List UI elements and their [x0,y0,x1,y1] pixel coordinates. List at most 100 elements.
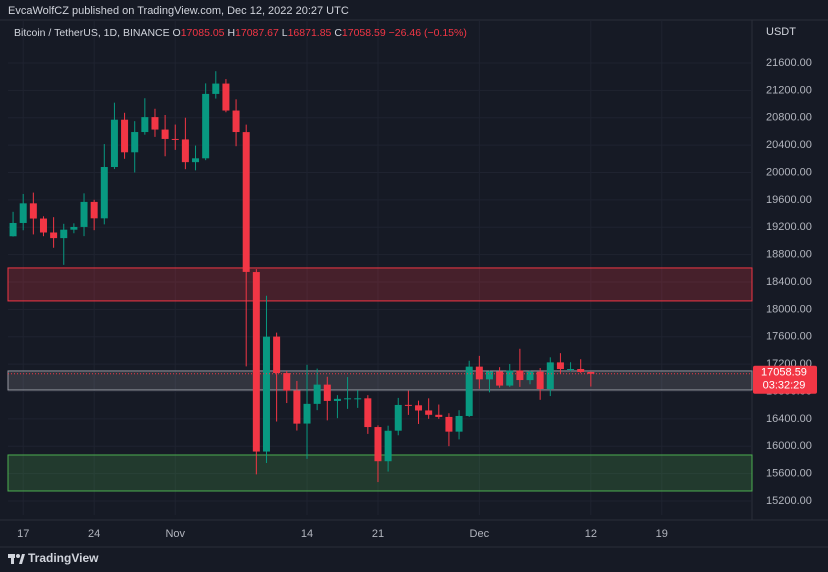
candle-body [141,117,149,133]
ohlc-value: 17058.59 [342,27,386,39]
candle-body [404,404,412,406]
y-tick-label: 19600.00 [766,194,812,206]
candle-body [60,229,68,239]
candle-body [425,410,433,415]
x-tick-label: 17 [17,528,29,540]
y-tick-label: 21600.00 [766,57,812,69]
y-tick-label: 16000.00 [766,440,812,452]
candle-body [273,336,281,373]
zone [7,267,753,302]
candle-body [485,371,493,380]
candle-body [222,83,230,111]
candle-body [131,132,139,153]
candle-body [394,404,402,431]
y-tick-label: 20400.00 [766,139,812,151]
candle-body [323,384,331,401]
symbol-legend: Bitcoin / TetherUS, 1D, BINANCE O17085.0… [14,27,467,39]
x-tick-label: 19 [656,528,668,540]
x-tick-label: 21 [372,528,384,540]
candle-body [181,139,189,163]
logo-part [11,554,14,564]
candle-body [80,201,88,227]
candle-body [526,371,534,381]
candle-body [415,405,423,411]
candle-body [29,203,37,219]
last-price-box [753,365,817,394]
candle-body [19,203,27,223]
candle-body [262,336,270,452]
ohlc-key: C [334,27,342,39]
candle-body [110,119,118,168]
candle-body [455,415,463,432]
candle-body [212,83,220,94]
candle-body [344,398,352,400]
candle-body [333,398,341,401]
candle-body [465,366,473,416]
candle-body [496,371,504,386]
x-tick-label: 12 [585,528,597,540]
candle-body [90,201,98,219]
x-tick-label: 14 [301,528,313,540]
y-tick-label: 15600.00 [766,468,812,480]
candle-body [536,371,544,390]
candle-body [70,226,78,230]
x-tick-label: Dec [470,528,490,540]
y-tick-label: 20800.00 [766,112,812,124]
candle-body [364,398,372,428]
logo-part [19,554,25,564]
candle-body [39,218,47,233]
y-tick-label: 17600.00 [766,331,812,343]
candle-body [151,117,159,130]
candle-body [232,110,240,133]
y-tick-label: 20000.00 [766,166,812,178]
candle-body [171,138,179,140]
candle-body [252,272,260,452]
candle-body [546,362,554,390]
y-tick-label: 18400.00 [766,276,812,288]
change: −26.46 (−0.15%) [389,27,467,39]
x-tick-label: Nov [165,528,185,540]
ohlc-value: 17085.05 [181,27,225,39]
candle-body [202,93,210,159]
candle-body [506,370,514,386]
symbol: Bitcoin / TetherUS, 1D, BINANCE [14,27,170,39]
candle-body [384,430,392,462]
candle-body [50,232,58,239]
candle-body [354,398,362,400]
y-tick-label: 18800.00 [766,249,812,261]
ohlc-value: 16871.85 [288,27,332,39]
candle-body [475,366,483,380]
candle-body [567,369,575,371]
candle-body [161,129,169,139]
candle-body [283,373,291,391]
logo-part [16,554,20,558]
candle-body [435,414,443,417]
y-tick-label: 16400.00 [766,413,812,425]
last-price-label: 17058.59 [761,367,807,379]
candle-body [313,384,321,404]
candle-body [374,427,382,462]
y-tick-label: 15200.00 [766,495,812,507]
candle-body [192,158,200,163]
candle-body [577,369,585,372]
candle-body [121,119,129,153]
ohlc-key: H [227,27,235,39]
y-tick-label: 19200.00 [766,221,812,233]
currency: USDT [766,26,796,38]
candle-body [516,370,524,381]
candle-body [9,222,17,237]
header: EvcaWolfCZ published on TradingView.com,… [8,5,349,17]
ohlc-key: L [282,27,288,39]
logo [8,554,25,564]
candle-body [293,390,301,424]
candle-body [242,132,250,272]
countdown: 03:32:29 [763,380,806,392]
y-tick-label: 21200.00 [766,84,812,96]
candle-body [303,403,311,424]
candle-body [445,416,453,432]
candle-body [100,167,108,219]
ohlc-key: O [173,27,181,39]
